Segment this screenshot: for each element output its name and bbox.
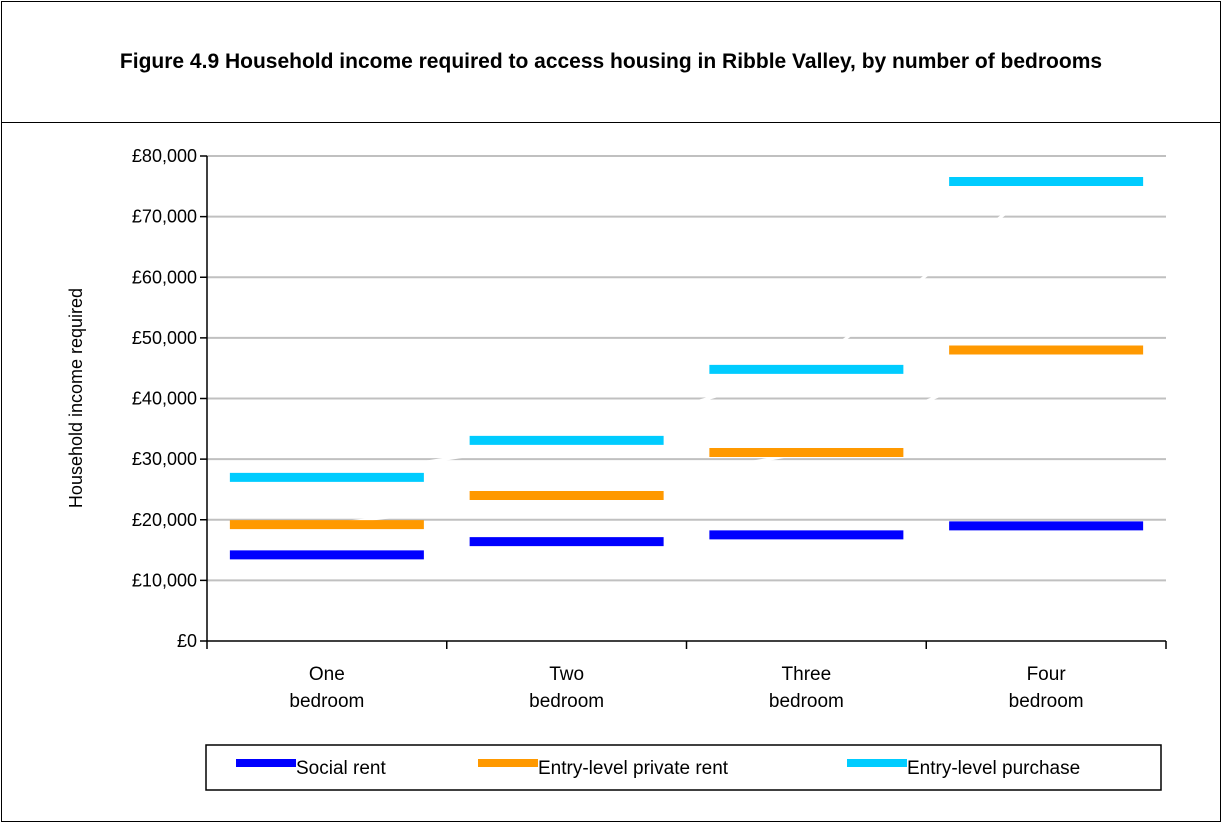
legend: Social rent Entry-level private rent Entry… (205, 744, 1162, 791)
x-category-label: One bedroom (289, 664, 364, 712)
legend-label: Social rent (296, 758, 386, 779)
y-tick-label: £30,000 (132, 449, 197, 469)
x-category-label: Three bedroom (769, 664, 844, 712)
y-tick-label: £50,000 (132, 328, 197, 348)
series-connector (326, 348, 1047, 527)
y-tick-label: £40,000 (132, 389, 197, 409)
y-tick-label: £10,000 (132, 570, 197, 590)
x-category-labels: One bedroom Two bedroom Three bedroom Four bedr… (289, 664, 1083, 712)
y-tick-label: £60,000 (132, 267, 197, 287)
x-category-label: Four bedroom (1009, 664, 1084, 712)
y-tick-labels: £0 £10,000 £20,000 £30,000 £40,000 £50,000 £60… (132, 146, 197, 651)
legend-label: Entry-level purchase (907, 758, 1080, 779)
y-tick-label: £70,000 (132, 207, 197, 227)
y-tick-label: £80,000 (132, 146, 197, 166)
series-connector (326, 524, 1047, 557)
y-tick-label: £0 (177, 631, 197, 651)
series-connector (326, 180, 1048, 479)
x-category-label: Two bedroom (529, 664, 604, 712)
grid-lines (207, 155, 1166, 582)
y-axis-label: Household income required (66, 288, 86, 508)
y-tick-label: £20,000 (132, 510, 197, 530)
chart-title: Figure 4.9 Household income required to … (119, 50, 1103, 73)
title-box: Figure 4.9 Household income required to … (1, 1, 1221, 123)
legend-label: Entry-level private rent (538, 758, 729, 779)
axes (200, 155, 1167, 649)
series-marks (229, 176, 1144, 560)
legend-box (205, 744, 1162, 791)
